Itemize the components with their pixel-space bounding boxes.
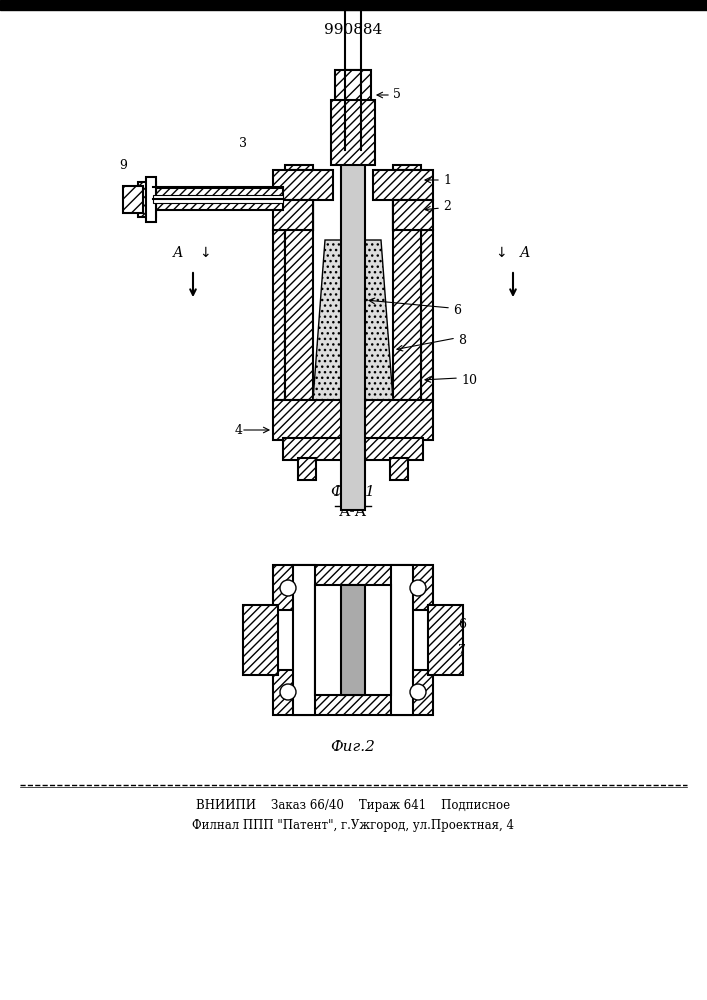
Text: 990884: 990884: [324, 23, 382, 37]
Text: ↓: ↓: [495, 246, 507, 260]
Bar: [341, 585, 365, 695]
Text: 7: 7: [458, 644, 466, 656]
Bar: [273, 170, 333, 200]
Polygon shape: [273, 165, 313, 400]
Bar: [138, 182, 156, 217]
Text: 4: 4: [235, 424, 243, 436]
Text: 9: 9: [119, 159, 127, 172]
Text: ↓: ↓: [199, 246, 211, 260]
Bar: [273, 670, 433, 715]
Bar: [341, 140, 365, 510]
Text: Фиг.2: Фиг.2: [331, 740, 375, 754]
Bar: [428, 605, 463, 675]
Bar: [283, 438, 423, 460]
Text: 1: 1: [443, 174, 451, 186]
Bar: [0, 0, 707, 10]
Bar: [273, 400, 433, 440]
Text: 8: 8: [458, 334, 466, 347]
Text: Фиг.1: Фиг.1: [331, 485, 375, 499]
Text: Филнал ППП "Патент", г.Ужгород, ул.Проектная, 4: Филнал ППП "Патент", г.Ужгород, ул.Проек…: [192, 818, 514, 832]
Bar: [243, 605, 278, 675]
Bar: [393, 170, 421, 400]
Bar: [153, 195, 283, 203]
Circle shape: [410, 684, 426, 700]
Text: 5: 5: [393, 89, 401, 102]
Circle shape: [280, 580, 296, 596]
Bar: [335, 70, 371, 120]
Bar: [345, 10, 361, 70]
Bar: [373, 170, 433, 200]
Polygon shape: [365, 240, 393, 400]
Bar: [146, 177, 156, 222]
Bar: [153, 188, 283, 210]
Circle shape: [410, 580, 426, 596]
Text: 3: 3: [239, 137, 247, 150]
Bar: [273, 200, 313, 230]
Text: 6: 6: [453, 304, 461, 316]
Text: А: А: [173, 246, 183, 260]
Bar: [390, 458, 408, 480]
Polygon shape: [393, 165, 433, 400]
Bar: [393, 200, 433, 230]
Bar: [293, 565, 315, 715]
Bar: [315, 585, 391, 695]
Polygon shape: [313, 240, 341, 400]
Bar: [273, 565, 433, 610]
Circle shape: [280, 684, 296, 700]
Text: 6: 6: [458, 618, 466, 632]
Text: 10: 10: [461, 373, 477, 386]
Bar: [391, 565, 413, 715]
Text: ВНИИПИ    Заказ 66/40    Тираж 641    Подписное: ВНИИПИ Заказ 66/40 Тираж 641 Подписное: [196, 798, 510, 812]
Bar: [298, 458, 316, 480]
Bar: [285, 170, 313, 400]
Text: А: А: [520, 246, 530, 260]
Bar: [331, 100, 375, 165]
Bar: [123, 186, 143, 213]
Text: 2: 2: [443, 200, 451, 214]
Text: А-А: А-А: [339, 505, 367, 519]
